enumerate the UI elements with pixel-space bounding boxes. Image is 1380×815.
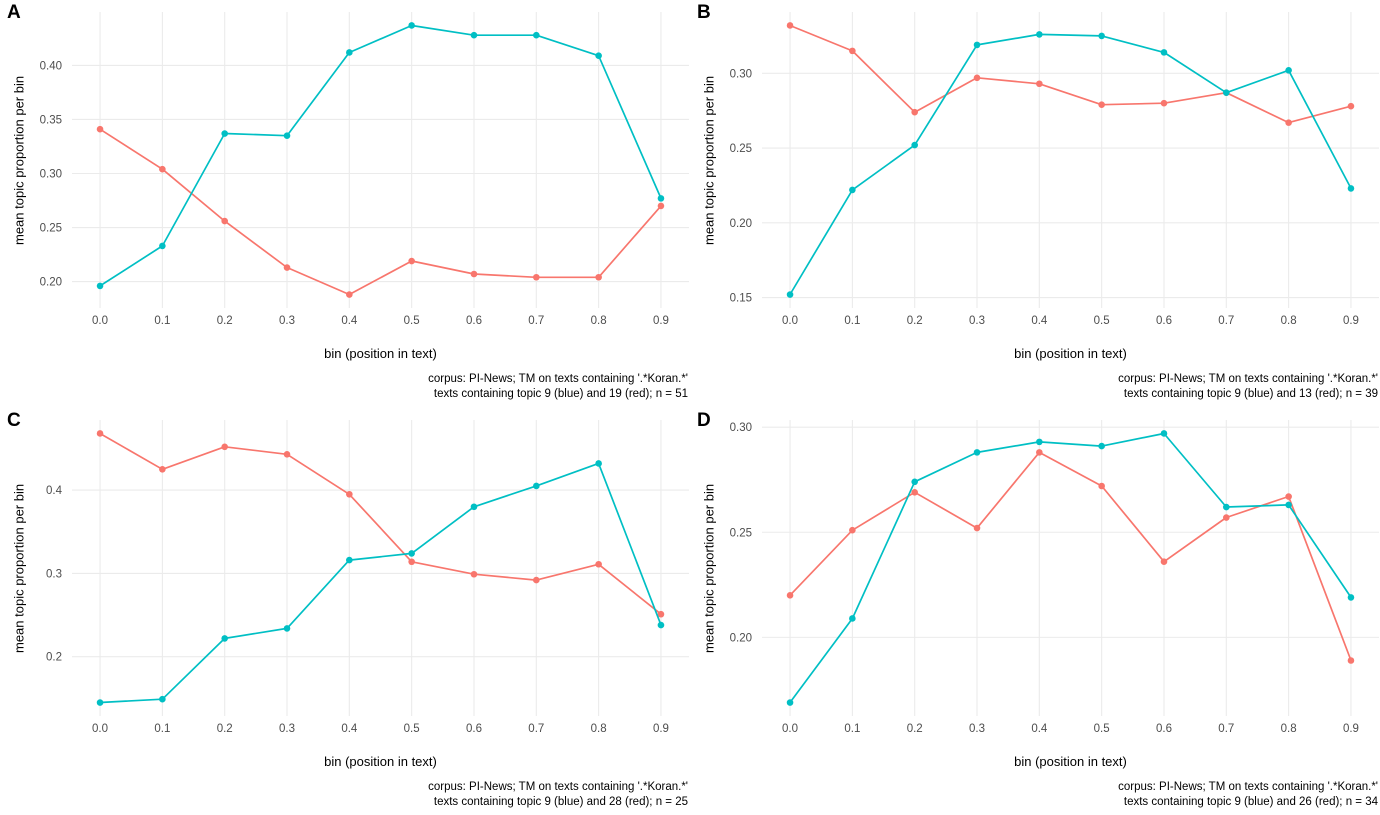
- svg-text:0.2: 0.2: [46, 652, 62, 664]
- plot-caption-b: corpus: PI-News; TM on texts containing …: [718, 372, 1378, 401]
- caption-line-1: corpus: PI-News; TM on texts containing …: [1118, 373, 1378, 385]
- x-axis-title: bin (position in text): [1014, 346, 1127, 361]
- svg-text:0.15: 0.15: [730, 293, 752, 305]
- svg-text:0.0: 0.0: [782, 315, 798, 327]
- svg-text:0.6: 0.6: [466, 723, 482, 735]
- caption-line-1: corpus: PI-News; TM on texts containing …: [428, 781, 688, 793]
- svg-text:0.20: 0.20: [730, 218, 752, 230]
- svg-text:0.7: 0.7: [528, 723, 544, 735]
- svg-text:0.40: 0.40: [40, 60, 62, 72]
- panel-d: D mean topic proportion per bin 0.20 0.25…: [690, 408, 1380, 815]
- line-chart-a: 0.20 0.25 0.30 0.35 0.40 0.0 0.1 0.2 0.3 0.4 0.5 0.…: [40, 12, 689, 327]
- line-chart-c: 0.2 0.3 0.4 0.0 0.1 0.2 0.3 0.4 0.5 0.6 0.7 0.8 0.9: [46, 420, 689, 735]
- caption-line-2: texts containing topic 9 (blue) and 26 (…: [1123, 795, 1378, 808]
- svg-text:0.1: 0.1: [154, 315, 170, 327]
- caption-line-1: corpus: PI-News; TM on texts containing …: [428, 373, 688, 385]
- svg-text:0.20: 0.20: [40, 277, 62, 289]
- panel-a: A mean topic proportion per bin 0.20 0.25…: [0, 0, 690, 408]
- svg-text:0.9: 0.9: [653, 723, 669, 735]
- svg-text:0.7: 0.7: [1218, 723, 1234, 735]
- svg-text:0.25: 0.25: [730, 143, 752, 155]
- svg-text:0.4: 0.4: [46, 485, 63, 497]
- line-chart-b: 0.15 0.20 0.25 0.30 0.0 0.1 0.2 0.3 0.4 0.5 0.6 0.7…: [730, 12, 1379, 327]
- svg-text:0.3: 0.3: [969, 723, 985, 735]
- panel-b: B mean topic proportion per bin 0.15 0.20…: [690, 0, 1380, 408]
- svg-text:0.4: 0.4: [341, 315, 358, 327]
- caption-line-1: corpus: PI-News; TM on texts containing …: [1118, 781, 1378, 793]
- svg-text:0.8: 0.8: [591, 723, 607, 735]
- svg-text:0.3: 0.3: [969, 315, 985, 327]
- svg-text:0.30: 0.30: [40, 169, 62, 181]
- caption-line-2: texts containing topic 9 (blue) and 13 (…: [1123, 387, 1378, 400]
- svg-text:0.0: 0.0: [782, 723, 798, 735]
- panel-c: C mean topic proportion per bin 0.2 0.3 0.…: [0, 408, 690, 815]
- panel-letter-d: D: [697, 410, 711, 431]
- svg-text:0.2: 0.2: [217, 723, 233, 735]
- plot-caption-d: corpus: PI-News; TM on texts containing …: [718, 780, 1378, 809]
- svg-text:0.9: 0.9: [1343, 315, 1359, 327]
- svg-text:0.1: 0.1: [154, 723, 170, 735]
- svg-text:0.5: 0.5: [1094, 315, 1110, 327]
- svg-text:0.9: 0.9: [1343, 723, 1359, 735]
- svg-text:0.3: 0.3: [46, 568, 62, 580]
- svg-text:0.25: 0.25: [730, 527, 752, 539]
- svg-text:0.30: 0.30: [730, 68, 752, 80]
- plot-caption-c: corpus: PI-News; TM on texts containing …: [28, 780, 688, 809]
- svg-text:0.4: 0.4: [341, 723, 358, 735]
- svg-text:0.35: 0.35: [40, 114, 62, 126]
- svg-text:0.4: 0.4: [1031, 723, 1048, 735]
- svg-text:0.20: 0.20: [730, 632, 752, 644]
- svg-text:0.5: 0.5: [404, 315, 420, 327]
- panel-letter-b: B: [697, 2, 711, 23]
- svg-text:0.0: 0.0: [92, 723, 108, 735]
- svg-text:0.9: 0.9: [653, 315, 669, 327]
- svg-text:0.3: 0.3: [279, 723, 295, 735]
- svg-text:0.4: 0.4: [1031, 315, 1048, 327]
- svg-text:0.6: 0.6: [466, 315, 482, 327]
- svg-text:0.30: 0.30: [730, 422, 752, 434]
- svg-text:0.1: 0.1: [844, 723, 860, 735]
- line-chart-d: 0.20 0.25 0.30 0.0 0.1 0.2 0.3 0.4 0.5 0.6 0.7 0.8 0…: [730, 420, 1379, 735]
- svg-text:0.7: 0.7: [528, 315, 544, 327]
- caption-line-2: texts containing topic 9 (blue) and 28 (…: [433, 795, 688, 808]
- svg-text:0.5: 0.5: [1094, 723, 1110, 735]
- svg-text:0.2: 0.2: [907, 723, 923, 735]
- svg-text:0.5: 0.5: [404, 723, 420, 735]
- svg-text:0.25: 0.25: [40, 223, 62, 235]
- svg-text:0.8: 0.8: [1281, 723, 1297, 735]
- svg-text:0.7: 0.7: [1218, 315, 1234, 327]
- svg-text:0.0: 0.0: [92, 315, 108, 327]
- x-axis-title: bin (position in text): [324, 346, 437, 361]
- svg-text:0.2: 0.2: [217, 315, 233, 327]
- plot-caption-a: corpus: PI-News; TM on texts containing …: [28, 372, 688, 401]
- svg-text:0.8: 0.8: [1281, 315, 1297, 327]
- panel-letter-c: C: [7, 410, 21, 431]
- svg-text:0.2: 0.2: [907, 315, 923, 327]
- svg-text:0.3: 0.3: [279, 315, 295, 327]
- svg-text:0.6: 0.6: [1156, 723, 1172, 735]
- caption-line-2: texts containing topic 9 (blue) and 19 (…: [433, 387, 688, 400]
- x-axis-title: bin (position in text): [324, 754, 437, 769]
- svg-text:0.8: 0.8: [591, 315, 607, 327]
- panel-letter-a: A: [7, 2, 21, 23]
- svg-text:0.6: 0.6: [1156, 315, 1172, 327]
- svg-text:0.1: 0.1: [844, 315, 860, 327]
- x-axis-title: bin (position in text): [1014, 754, 1127, 769]
